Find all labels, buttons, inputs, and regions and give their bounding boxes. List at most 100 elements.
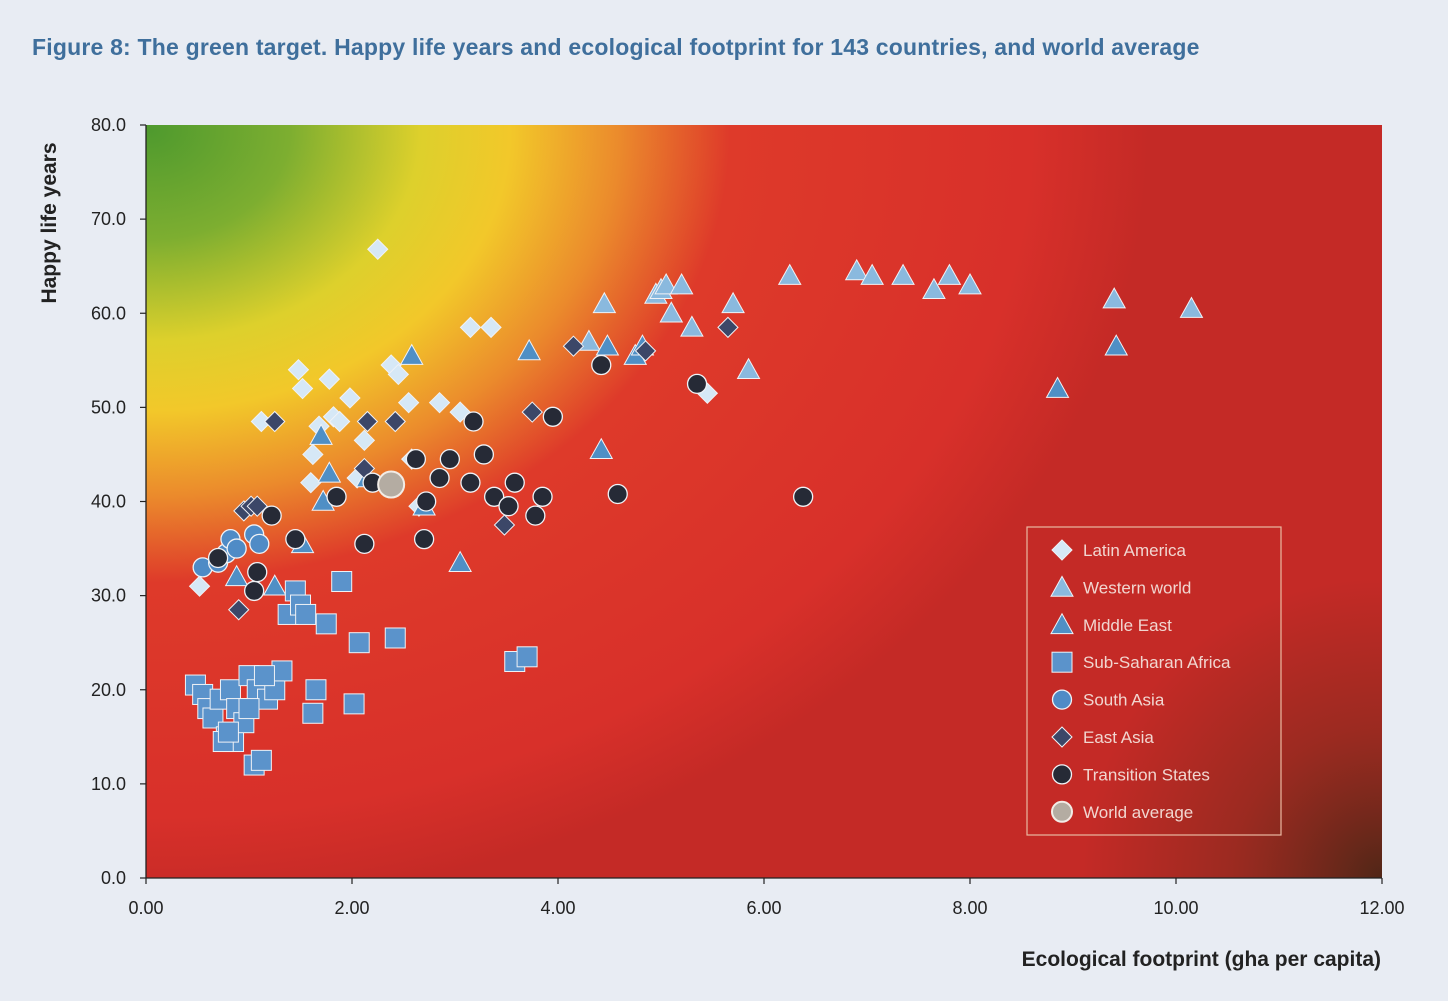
point-transition-states [261,505,282,526]
legend-symbol [1050,575,1074,597]
point-transition-states [792,486,814,507]
series-western-world [577,258,1204,380]
point-sub-saharan-africa [302,702,324,724]
point-middle-east [517,338,542,361]
y-tick-label: 80.0 [91,115,126,135]
legend-item-transition-states: Transition States [1051,764,1210,785]
series-sub-saharan-africa [184,571,538,776]
point-sub-saharan-africa [331,571,353,593]
series-world-average [377,470,406,499]
point-east-asia [246,495,268,517]
point-transition-states [354,533,375,555]
point-transition-states [416,491,437,512]
point-western-world [659,301,684,323]
legend-item-western-world: Western world [1050,575,1191,597]
series-middle-east [224,334,1129,596]
x-tick-label: 12.00 [1359,898,1404,918]
point-transition-states [463,411,484,432]
point-western-world [958,272,982,295]
point-western-world [777,263,802,285]
legend-item-middle-east: Middle East [1050,612,1172,635]
point-transition-states [591,354,612,376]
point-east-asia [634,340,657,362]
point-western-world [891,263,915,285]
y-tick-label: 30.0 [91,586,126,606]
series-transition-states [207,354,814,602]
legend-item-south-asia: South Asia [1051,689,1165,710]
point-transition-states [247,561,268,583]
point-sub-saharan-africa [219,679,241,701]
point-sub-saharan-africa [250,749,272,771]
legend-item-latin-america: Latin America [1051,539,1187,561]
point-western-world [922,277,946,300]
point-east-asia [521,401,543,423]
legend-label: Latin America [1083,541,1187,560]
x-tick-label: 4.00 [540,898,575,918]
point-latin-america [387,363,410,386]
y-tick-label: 70.0 [91,209,126,229]
point-transition-states [243,580,265,602]
legend-symbol [1051,689,1073,710]
point-sub-saharan-africa [305,679,327,701]
point-sub-saharan-africa [348,632,370,654]
point-east-asia [356,410,379,433]
point-transition-states [532,486,553,507]
legend-label: Transition States [1083,765,1210,784]
point-latin-america [291,377,314,400]
point-middle-east [1045,376,1070,398]
point-western-world [1179,296,1204,318]
point-middle-east [595,334,620,356]
plot-background [146,125,1382,878]
point-sub-saharan-africa [253,665,275,687]
x-tick-label: 8.00 [952,898,987,918]
series-south-asia [192,524,270,578]
legend-item-east-asia: East Asia [1051,726,1154,748]
legend-label: Western world [1083,578,1191,597]
point-middle-east [589,437,614,460]
point-transition-states [607,483,628,505]
point-latin-america [287,359,310,381]
point-transition-states [207,547,229,569]
point-sub-saharan-africa [384,627,406,649]
point-south-asia [249,533,270,555]
legend-symbol [1051,651,1073,673]
legend-symbol [1051,800,1073,823]
point-transition-states [498,496,519,517]
figure-title: Figure 8: The green target. Happy life y… [32,34,1200,60]
point-transition-states [439,448,461,470]
x-tick-label: 2.00 [334,898,369,918]
point-latin-america [353,429,376,452]
axes: 0.0 10.0 20.0 30.0 40.0 50.0 60.0 70.0 80.0 0.00 2… [91,115,1405,918]
point-east-asia [384,410,406,433]
point-south-asia [226,538,247,559]
x-tick-label: 10.00 [1153,898,1198,918]
point-middle-east [309,423,333,445]
point-western-world [654,272,678,295]
point-sub-saharan-africa [315,613,337,635]
point-east-asia [227,599,250,621]
point-sub-saharan-africa [271,660,293,682]
point-sub-saharan-africa [516,646,538,668]
point-transition-states [429,467,450,489]
data-marks [184,238,1204,776]
legend-item-sub-saharan-africa: Sub-Saharan Africa [1051,651,1231,673]
legend-symbol [1051,764,1073,785]
point-western-world [680,315,704,337]
legend-label: Middle East [1083,616,1172,635]
point-middle-east [224,564,249,587]
point-latin-america [300,471,322,494]
point-middle-east [399,343,424,365]
point-western-world [860,263,884,285]
point-western-world [577,329,601,351]
series-east-asia [227,316,739,621]
y-axis-label: Happy life years [38,142,61,303]
legend-symbol [1051,539,1073,561]
point-middle-east [317,461,342,483]
point-western-world [736,357,761,380]
point-western-world [844,258,869,281]
legend-item-world-average: World average [1051,800,1193,823]
point-latin-america [480,316,502,339]
point-sub-saharan-africa [343,693,365,715]
